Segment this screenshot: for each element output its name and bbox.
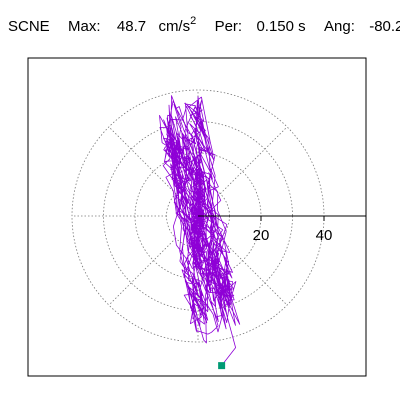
end-marker: [218, 362, 226, 370]
period-label: Per:: [214, 18, 243, 35]
orbit-trace-path: [159, 95, 241, 366]
plot-header: SCNE Max: 48.7 cm/s2 Per: 0.150 s Ang: -…: [8, 15, 400, 38]
period-value: 0.150 s: [256, 18, 306, 35]
angle-label: Ang:: [324, 18, 355, 35]
radial-tick-label: 40: [316, 227, 333, 244]
angle-value: -80.2: [369, 18, 400, 35]
unit-exponent: 2: [190, 15, 197, 27]
max-value: 48.7: [116, 18, 147, 35]
radial-axis: 20 40: [198, 215, 366, 244]
station-code: SCNE: [8, 18, 50, 35]
max-label: Max:: [68, 18, 101, 35]
radial-tick-label: 20: [253, 227, 270, 244]
motion-trace: [159, 95, 241, 366]
unit-base: cm/s: [158, 18, 191, 35]
end-point-marker: [218, 362, 226, 370]
